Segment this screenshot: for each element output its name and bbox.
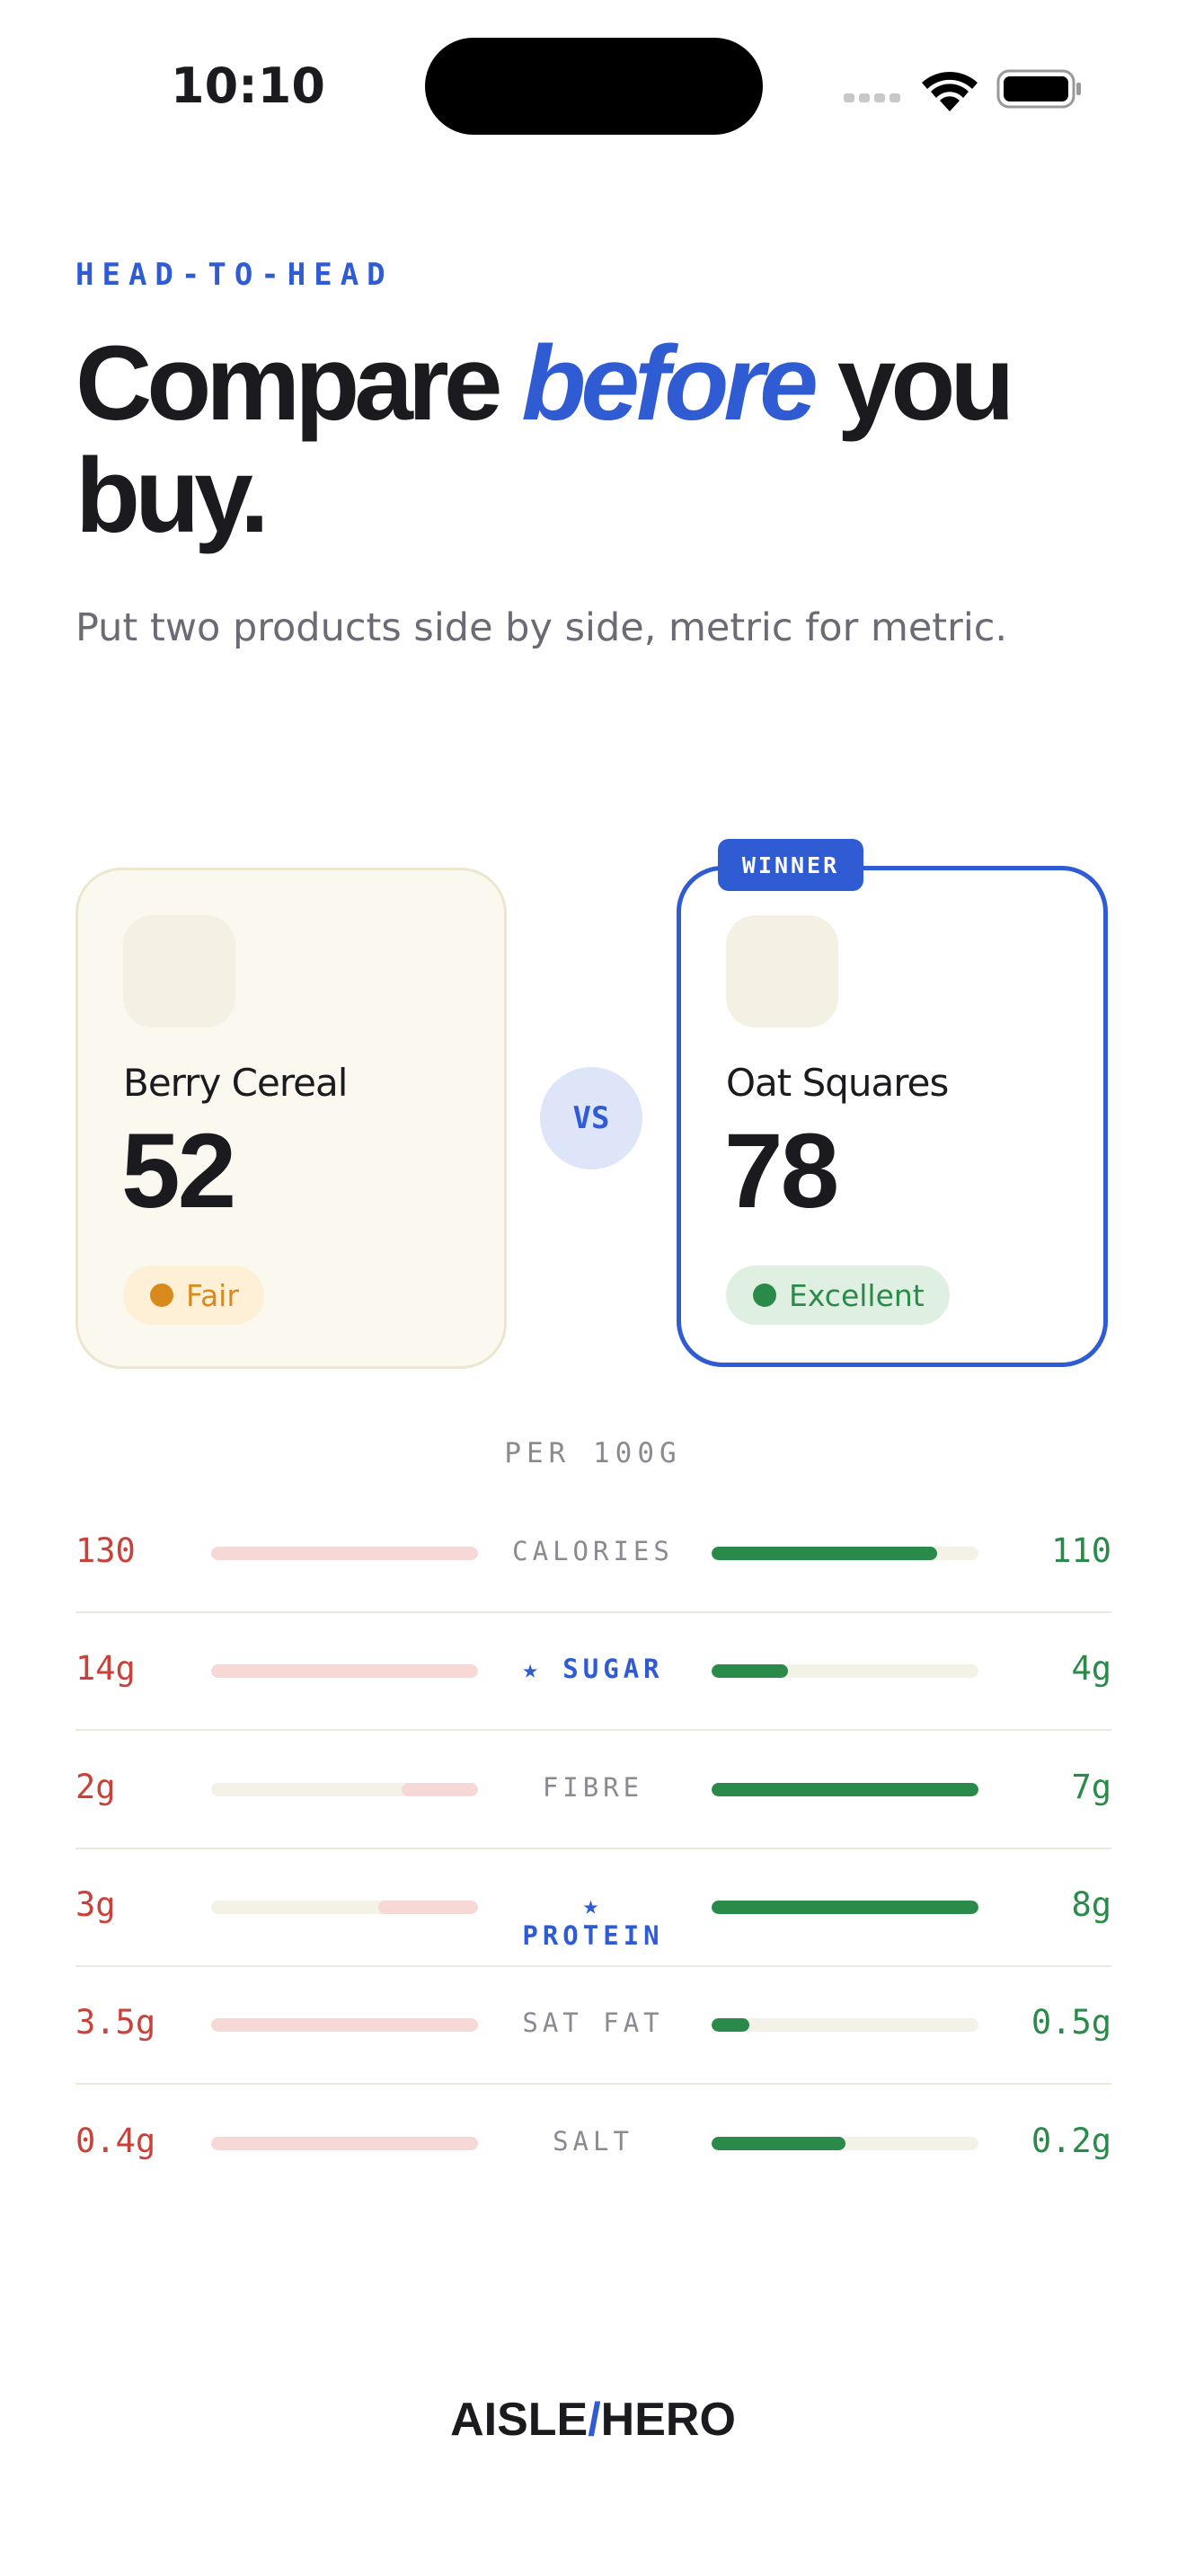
product-score: 78 bbox=[724, 1112, 839, 1231]
rating-label: Excellent bbox=[789, 1277, 925, 1313]
eyebrow: HEAD-TO-HEAD bbox=[75, 257, 394, 293]
rating-pill: Excellent bbox=[726, 1266, 950, 1325]
versus: VS bbox=[540, 1067, 642, 1169]
left-bar-track bbox=[211, 1547, 478, 1560]
right-bar bbox=[712, 1900, 978, 1914]
product-name: Oat Squares bbox=[726, 1061, 949, 1105]
left-bar bbox=[377, 1900, 478, 1914]
metric-label: ★ SUGAR bbox=[522, 1654, 664, 1685]
right-bar bbox=[712, 2018, 750, 2033]
headline-emphasis: before bbox=[521, 324, 819, 443]
right-value: 4g bbox=[1071, 1649, 1111, 1689]
row-divider bbox=[75, 1964, 1111, 1967]
right-bar-track bbox=[712, 1782, 978, 1796]
row-divider bbox=[75, 1847, 1111, 1849]
row-divider bbox=[75, 1729, 1111, 1732]
left-bar bbox=[211, 2136, 478, 2150]
right-bar-track bbox=[712, 1900, 978, 1914]
right-bar-track bbox=[712, 2018, 978, 2033]
left-value: 3.5g bbox=[75, 2003, 156, 2042]
headline-end: you buy. bbox=[75, 324, 1014, 555]
right-value: 0.2g bbox=[1031, 2121, 1111, 2160]
right-value: 110 bbox=[1051, 1531, 1111, 1570]
winner-badge: WINNER bbox=[718, 839, 863, 891]
left-bar-track bbox=[211, 2136, 478, 2150]
left-bar bbox=[402, 1782, 478, 1796]
product-score: 52 bbox=[121, 1112, 236, 1231]
brand: AISLE/HERO bbox=[0, 2393, 1186, 2447]
right-value: 8g bbox=[1071, 1884, 1111, 1924]
left-value: 0.4g bbox=[75, 2121, 156, 2160]
left-bar bbox=[211, 2018, 478, 2033]
left-bar bbox=[211, 1664, 478, 1679]
brand-separator: / bbox=[588, 2394, 601, 2446]
product-icon bbox=[123, 915, 235, 1028]
right-bar bbox=[712, 2136, 845, 2150]
rating-dot bbox=[753, 1284, 776, 1307]
right-bar-track bbox=[712, 1664, 978, 1679]
right-bar bbox=[712, 1782, 978, 1796]
product-card: Oat Squares 78 Excellent bbox=[677, 866, 1108, 1367]
product-name: Berry Cereal bbox=[123, 1061, 348, 1105]
headline-start: Compare bbox=[75, 324, 502, 443]
left-bar bbox=[211, 1547, 478, 1560]
left-bar-track bbox=[211, 2018, 478, 2033]
product-icon bbox=[726, 915, 838, 1028]
left-value: 2g bbox=[75, 1767, 116, 1806]
metric-label: ★ PROTEIN bbox=[522, 1889, 664, 1951]
right-bar bbox=[712, 1547, 938, 1560]
status-time: 10:10 bbox=[171, 57, 325, 114]
row-divider bbox=[75, 2083, 1111, 2086]
status-icons bbox=[844, 69, 1081, 111]
left-value: 14g bbox=[75, 1649, 136, 1689]
brand-left: AISLE bbox=[450, 2394, 589, 2446]
rating-label: Fair bbox=[186, 1277, 239, 1313]
metric-label: SALT bbox=[553, 2125, 633, 2157]
right-bar-track bbox=[712, 1547, 978, 1560]
right-value: 0.5g bbox=[1031, 2003, 1111, 2042]
metric-label: FIBRE bbox=[542, 1771, 644, 1803]
rating-pill: Fair bbox=[123, 1266, 264, 1325]
row-divider bbox=[75, 1611, 1111, 1613]
headline: Compare before you buy. bbox=[75, 328, 1136, 552]
left-bar-track bbox=[211, 1664, 478, 1679]
metric-label: CALORIES bbox=[512, 1536, 674, 1566]
right-bar bbox=[712, 1664, 788, 1679]
rating-dot bbox=[150, 1284, 173, 1307]
right-bar-track bbox=[712, 2136, 978, 2150]
right-value: 7g bbox=[1071, 1767, 1111, 1806]
left-value: 3g bbox=[75, 1884, 116, 1924]
left-bar-track bbox=[211, 1900, 478, 1914]
metric-label: SAT FAT bbox=[522, 2007, 664, 2039]
product-card: Berry Cereal 52 Fair bbox=[75, 868, 507, 1369]
brand-right: HERO bbox=[600, 2394, 736, 2446]
comparison-heading: PER 100G bbox=[504, 1437, 682, 1469]
left-value: 130 bbox=[75, 1531, 136, 1570]
dynamic-island bbox=[425, 38, 763, 135]
left-bar-track bbox=[211, 1782, 478, 1796]
subtitle: Put two products side by side, metric fo… bbox=[75, 605, 1008, 650]
